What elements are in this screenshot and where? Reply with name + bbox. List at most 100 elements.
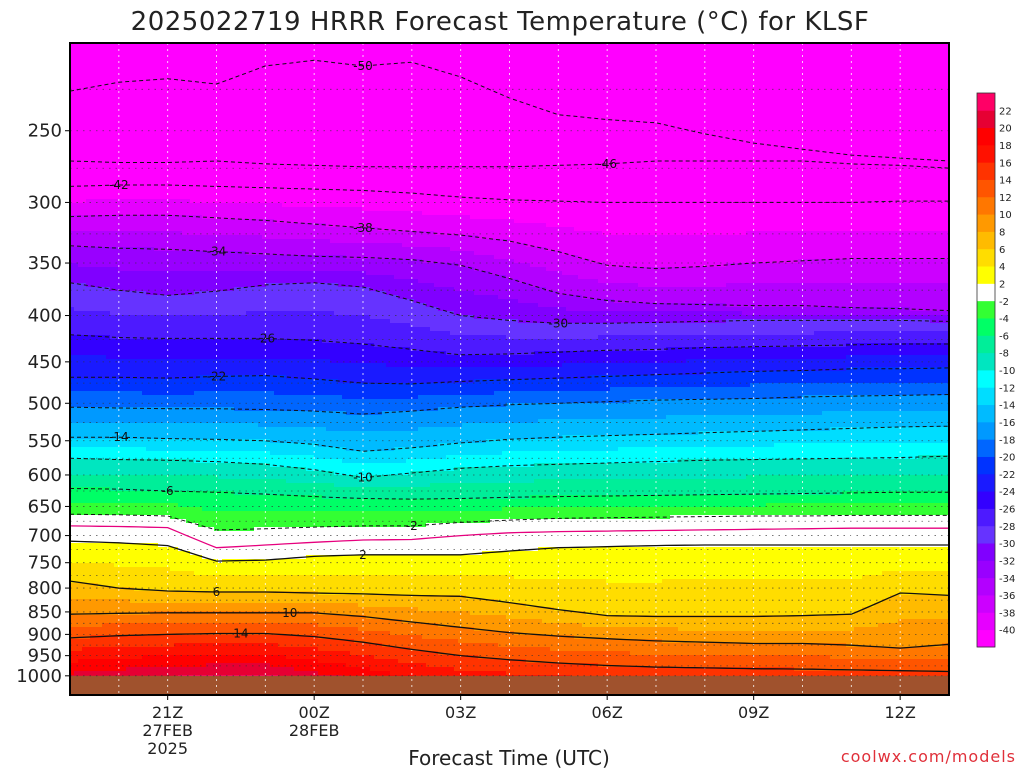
temperature-cell xyxy=(186,119,191,124)
temperature-cell xyxy=(146,299,151,304)
temperature-cell xyxy=(138,671,143,676)
temperature-cell xyxy=(170,211,175,216)
temperature-cell xyxy=(102,655,107,660)
temperature-cell xyxy=(126,167,131,172)
temperature-cell xyxy=(122,559,127,564)
temperature-cell xyxy=(130,83,135,88)
temperature-cell xyxy=(126,147,131,152)
temperature-cell xyxy=(98,383,103,388)
temperature-cell xyxy=(162,539,167,544)
temperature-cell xyxy=(170,375,175,380)
temperature-cell xyxy=(138,467,143,472)
temperature-cell xyxy=(162,515,167,520)
temperature-cell xyxy=(78,311,83,316)
temperature-cell xyxy=(78,279,83,284)
temperature-cell xyxy=(90,515,95,520)
temperature-cell xyxy=(170,387,175,392)
temperature-cell xyxy=(162,199,167,204)
temperature-cell xyxy=(106,619,111,624)
temperature-cell xyxy=(110,307,115,312)
temperature-cell xyxy=(86,243,91,248)
temperature-cell xyxy=(90,655,95,660)
temperature-cell xyxy=(170,291,175,296)
temperature-cell xyxy=(174,215,179,220)
temperature-cell xyxy=(150,339,155,344)
temperature-cell xyxy=(110,187,115,192)
temperature-cell xyxy=(186,435,191,440)
temperature-cell xyxy=(74,391,79,396)
temperature-cell xyxy=(78,415,83,420)
temperature-cell xyxy=(122,511,127,516)
temperature-cell xyxy=(162,359,167,364)
temperature-cell xyxy=(90,599,95,604)
temperature-cell xyxy=(174,335,179,340)
temperature-cell xyxy=(74,643,79,648)
temperature-cell xyxy=(130,267,135,272)
temperature-cell xyxy=(158,299,163,304)
temperature-cell xyxy=(134,635,139,640)
temperature-cell xyxy=(138,71,143,76)
temperature-cell xyxy=(142,259,147,264)
temperature-cell xyxy=(70,563,75,568)
temperature-cell xyxy=(190,227,195,232)
temperature-cell xyxy=(126,331,131,336)
temperature-cell xyxy=(138,279,143,284)
temperature-cell xyxy=(90,643,95,648)
temperature-cell xyxy=(118,203,123,208)
temperature-cell xyxy=(82,611,87,616)
temperature-cell xyxy=(98,67,103,72)
temperature-cell xyxy=(74,407,79,412)
temperature-cell xyxy=(154,479,159,484)
temperature-cell xyxy=(110,347,115,352)
temperature-cell xyxy=(190,91,195,96)
temperature-cell xyxy=(78,659,83,664)
temperature-cell xyxy=(122,475,127,480)
temperature-cell xyxy=(174,295,179,300)
temperature-cell xyxy=(98,479,103,484)
temperature-cell xyxy=(70,223,75,228)
temperature-cell xyxy=(190,455,195,460)
temperature-cell xyxy=(82,607,87,612)
temperature-cell xyxy=(106,259,111,264)
temperature-cell xyxy=(90,95,95,100)
temperature-cell xyxy=(146,399,151,404)
temperature-cell xyxy=(154,275,159,280)
temperature-cell xyxy=(126,539,131,544)
temperature-cell xyxy=(190,143,195,148)
temperature-cell xyxy=(106,71,111,76)
temperature-cell xyxy=(186,339,191,344)
temperature-cell xyxy=(114,227,119,232)
temperature-cell xyxy=(134,339,139,344)
temperature-cell xyxy=(118,415,123,420)
temperature-cell xyxy=(110,239,115,244)
temperature-cell xyxy=(70,359,75,364)
temperature-cell xyxy=(114,95,119,100)
temperature-cell xyxy=(146,671,151,676)
temperature-cell xyxy=(82,559,87,564)
temperature-cell xyxy=(126,175,131,180)
temperature-cell xyxy=(70,399,75,404)
temperature-cell xyxy=(122,195,127,200)
temperature-cell xyxy=(166,267,171,272)
temperature-cell xyxy=(174,503,179,508)
temperature-cell xyxy=(142,287,147,292)
temperature-cell xyxy=(134,247,139,252)
temperature-cell xyxy=(126,531,131,536)
temperature-cell xyxy=(90,59,95,64)
temperature-cell xyxy=(74,647,79,652)
temperature-cell xyxy=(74,395,79,400)
temperature-cell xyxy=(158,99,163,104)
temperature-cell xyxy=(114,287,119,292)
temperature-cell xyxy=(114,211,119,216)
temperature-cell xyxy=(170,295,175,300)
temperature-cell xyxy=(138,59,143,64)
temperature-cell xyxy=(74,507,79,512)
temperature-cell xyxy=(74,363,79,368)
temperature-cell xyxy=(70,531,75,536)
temperature-cell xyxy=(178,187,183,192)
temperature-cell xyxy=(146,151,151,156)
temperature-cell xyxy=(78,611,83,616)
temperature-cell xyxy=(74,627,79,632)
temperature-cell xyxy=(138,223,143,228)
temperature-cell xyxy=(106,103,111,108)
